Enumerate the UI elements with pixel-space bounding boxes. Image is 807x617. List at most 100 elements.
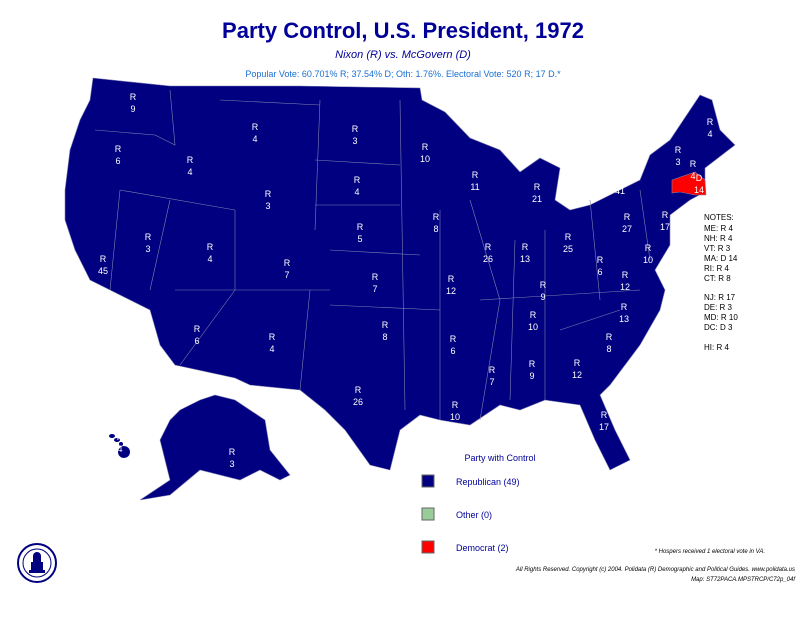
state-party: R — [622, 270, 629, 280]
alaska — [139, 394, 291, 501]
note-item: VT: R 3 — [704, 244, 731, 253]
legend-swatch — [421, 507, 435, 521]
note-item: CT: R 8 — [704, 274, 731, 283]
state-party: R — [540, 280, 547, 290]
note-item: ME: R 4 — [704, 224, 733, 233]
state-votes: 14 — [694, 185, 704, 195]
note-item: DE: R 3 — [704, 303, 733, 312]
state-votes: 4 — [269, 344, 274, 354]
state-votes: 25 — [563, 244, 573, 254]
state-votes: 3 — [229, 459, 234, 469]
state-votes: 6 — [194, 336, 199, 346]
note-item: MA: D 14 — [704, 254, 738, 263]
state-party: D — [696, 173, 703, 183]
state-party: R — [472, 170, 479, 180]
state-votes: 7 — [372, 284, 377, 294]
massachusetts — [671, 171, 707, 196]
state-votes: 7 — [284, 270, 289, 280]
note-item: HI: R 4 — [704, 343, 729, 352]
state-votes: 4 — [690, 171, 695, 181]
state-party: R — [145, 232, 152, 242]
state-party: R — [252, 122, 259, 132]
state-votes: 26 — [353, 397, 363, 407]
state-votes: 6 — [450, 346, 455, 356]
footnote: * Hospers received 1 electoral vote in V… — [655, 549, 765, 555]
state-party: R — [574, 358, 581, 368]
note-item: MD: R 10 — [704, 313, 738, 322]
state-votes: 8 — [606, 344, 611, 354]
state-party: R — [433, 212, 440, 222]
state-votes: 17 — [599, 422, 609, 432]
state-party: R — [489, 365, 496, 375]
state-party: R — [624, 212, 631, 222]
state-borders — [109, 189, 121, 291]
state-votes: 8 — [382, 332, 387, 342]
map-shapes — [64, 77, 736, 501]
state-votes: 10 — [528, 322, 538, 332]
state-party: R — [450, 334, 457, 344]
state-party: R — [662, 210, 669, 220]
logo — [17, 543, 57, 583]
state-party: R — [382, 320, 389, 330]
state-votes: 45 — [98, 266, 108, 276]
state-votes: 12 — [446, 286, 456, 296]
contiguous-us — [64, 77, 736, 471]
state-party: R — [100, 254, 107, 264]
state-party: R — [530, 310, 537, 320]
state-party: R — [707, 117, 714, 127]
state-party: R — [117, 432, 124, 442]
state-borders — [119, 99, 651, 421]
state-party: R — [534, 182, 541, 192]
state-party: R — [597, 255, 604, 265]
state-votes: 10 — [450, 412, 460, 422]
state-party: R — [357, 222, 364, 232]
state-votes: 9 — [540, 292, 545, 302]
state-votes: 26 — [483, 254, 493, 264]
state-party: R — [269, 332, 276, 342]
state-votes: 4 — [117, 444, 122, 454]
state-party: R — [354, 175, 361, 185]
state-votes: 4 — [207, 254, 212, 264]
state-votes: 3 — [352, 136, 357, 146]
state-borders — [94, 89, 176, 146]
state-votes: 12 — [572, 370, 582, 380]
state-votes: 4 — [252, 134, 257, 144]
state-votes: 17 — [660, 222, 670, 232]
state-party: R — [229, 447, 236, 457]
state-votes: 4 — [707, 129, 712, 139]
state-votes: 9 — [130, 104, 135, 114]
hawaii — [109, 434, 130, 458]
legend-item: Republican (49) — [456, 477, 520, 487]
state-party: R — [645, 243, 652, 253]
state-party: R — [284, 258, 291, 268]
state-votes: 27 — [622, 224, 632, 234]
state-party: R — [606, 332, 613, 342]
state-votes: 7 — [489, 377, 494, 387]
state-party: R — [130, 92, 137, 102]
legend-swatch — [421, 474, 435, 488]
state-party: R — [529, 359, 536, 369]
notes-heading: NOTES: — [704, 213, 734, 222]
state-votes: 3 — [675, 157, 680, 167]
copyright: All Rights Reserved. Copyright (c) 2004.… — [515, 567, 795, 573]
state-party: R — [187, 155, 194, 165]
state-votes: 3 — [145, 244, 150, 254]
state-party: R — [194, 324, 201, 334]
title: Party Control, U.S. President, 1972 — [222, 18, 584, 43]
state-votes: 8 — [433, 224, 438, 234]
legend-swatch — [421, 540, 435, 554]
state-party: R — [265, 189, 272, 199]
state-party: R — [601, 410, 608, 420]
note-item: DC: D 3 — [704, 323, 733, 332]
state-party: R — [565, 232, 572, 242]
state-votes: 12 — [620, 282, 630, 292]
state-votes: 13 — [520, 254, 530, 264]
state-votes: 6 — [597, 267, 602, 277]
state-votes: 4 — [354, 187, 359, 197]
map-id: Map: ST72PACA.MPSTRCP/C72p_04f — [691, 577, 796, 583]
legend-item: Democrat (2) — [456, 543, 509, 553]
state-votes: 6 — [115, 156, 120, 166]
legend-title: Party with Control — [464, 453, 535, 463]
